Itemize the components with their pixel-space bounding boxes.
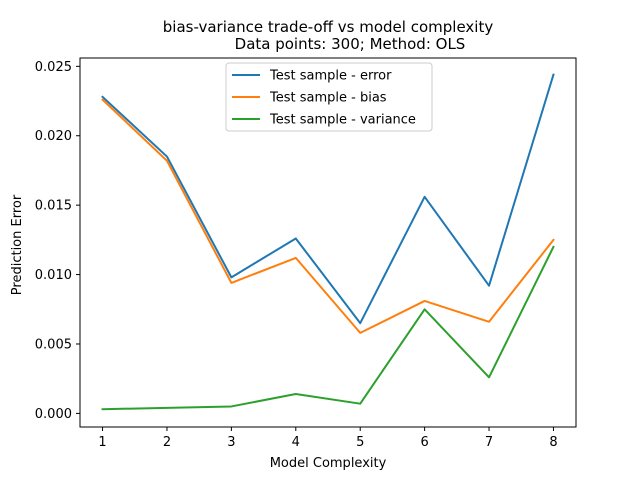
chart-subtitle: Data points: 300; Method: OLS [235, 35, 466, 53]
y-tick-label: 0.015 [35, 199, 72, 214]
series-line-1 [101, 98, 555, 334]
x-tick-label: 4 [292, 435, 300, 450]
x-tick-label: 2 [163, 435, 171, 450]
y-axis-label: Prediction Error [10, 194, 25, 295]
y-tick-label: 0.005 [35, 337, 72, 352]
y-tick-label: 0.020 [35, 129, 72, 144]
plot-area: 1 2 3 4 5 6 7 8 0.000 0.005 0.010 0.015 0.020 0.025 Te… [35, 57, 577, 450]
x-tick-label: 7 [485, 435, 493, 450]
legend-entry-1: Test sample - bias [269, 91, 387, 106]
x-tick-label: 6 [420, 435, 428, 450]
series-line-2 [101, 245, 555, 411]
x-tick-label: 8 [549, 435, 557, 450]
x-axis-label: Model Complexity [270, 456, 387, 471]
series-line-0 [101, 73, 555, 325]
y-tick-label: 0.025 [35, 60, 72, 75]
axes-frame [79, 57, 577, 428]
chart-title: bias-variance trade-off vs model complex… [163, 18, 494, 36]
x-tick-label: 1 [98, 435, 106, 450]
y-tick-label: 0.000 [35, 407, 72, 422]
legend-entry-2: Test sample - variance [269, 113, 416, 128]
x-tick-label: 3 [227, 435, 235, 450]
y-tick-label: 0.010 [35, 268, 72, 283]
x-tick-label: 5 [356, 435, 364, 450]
legend-box [225, 62, 433, 132]
legend-entry-0: Test sample - error [269, 69, 392, 84]
